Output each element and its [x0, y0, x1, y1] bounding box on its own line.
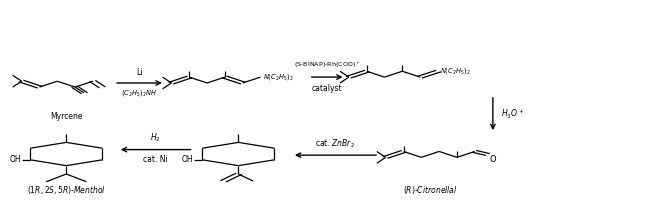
Text: catalyst: catalyst: [312, 84, 342, 93]
Text: (S-BINAP)-Rh(COD)$^+$: (S-BINAP)-Rh(COD)$^+$: [294, 61, 360, 71]
Text: $(R)$-Citronellal: $(R)$-Citronellal: [403, 184, 458, 196]
Text: O: O: [489, 155, 496, 165]
Text: $N(C_2H_5)_2$: $N(C_2H_5)_2$: [262, 72, 293, 82]
Text: Li: Li: [136, 68, 143, 77]
Text: OH: OH: [181, 155, 193, 164]
Text: $(C_2H_5)_2NH$: $(C_2H_5)_2NH$: [121, 89, 158, 99]
Text: cat. $ZnBr_2$: cat. $ZnBr_2$: [315, 137, 356, 150]
Text: $N(C_2H_5)_2$: $N(C_2H_5)_2$: [440, 66, 470, 76]
Text: Myrcene: Myrcene: [50, 112, 83, 121]
Text: $H_3O^+$: $H_3O^+$: [501, 107, 524, 121]
Text: $H_2$: $H_2$: [150, 132, 161, 144]
Text: cat. Ni: cat. Ni: [144, 155, 168, 164]
Text: OH: OH: [9, 155, 21, 164]
Text: $(1R,2S,5R)$-Menthol: $(1R,2S,5R)$-Menthol: [27, 184, 106, 196]
